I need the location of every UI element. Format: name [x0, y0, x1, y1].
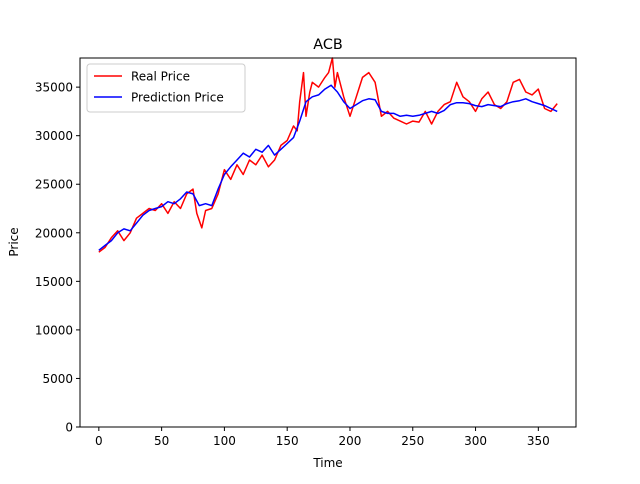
series-line-real-price: [98, 57, 558, 253]
legend-label-prediction-price: Prediction Price: [131, 91, 224, 105]
chart-title: ACB: [313, 37, 343, 53]
x-tick-label: 0: [95, 434, 103, 448]
x-axis-label: Time: [312, 456, 342, 470]
y-tick-label: 5000: [42, 372, 73, 386]
y-tick-label: 15000: [35, 275, 73, 289]
x-axis-ticks: 0 50 100 150 200 250 300 350: [95, 427, 550, 448]
x-tick-label: 100: [213, 434, 236, 448]
series-line-prediction-price: [98, 84, 558, 251]
y-tick-label: 20000: [35, 226, 73, 240]
legend-label-real-price: Real Price: [131, 70, 190, 84]
series-lines: [98, 57, 558, 253]
x-tick-label: 50: [154, 434, 169, 448]
x-tick-label: 150: [276, 434, 299, 448]
y-tick-label: 10000: [35, 323, 73, 337]
legend-box: [86, 63, 246, 113]
y-tick-label: 35000: [35, 81, 73, 95]
x-tick-label: 350: [527, 434, 550, 448]
y-axis-label: Price: [7, 227, 21, 256]
y-tick-label: 25000: [35, 178, 73, 192]
y-axis-ticks: 0 5000 10000 15000 20000 25000 30000 35000: [35, 81, 80, 435]
x-tick-label: 300: [464, 434, 487, 448]
x-tick-label: 250: [401, 434, 424, 448]
y-tick-label: 30000: [35, 129, 73, 143]
plot-area-frame: [79, 57, 577, 428]
y-tick-label: 0: [65, 421, 73, 435]
legend: Real Price Prediction Price: [86, 63, 246, 113]
x-tick-label: 200: [339, 434, 362, 448]
